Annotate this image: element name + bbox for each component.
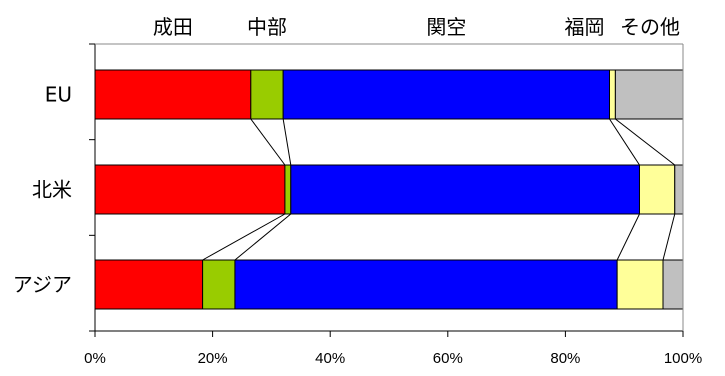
bar-segment-1-4	[609, 69, 616, 120]
category-label: EU	[45, 83, 72, 107]
series-connector-line	[662, 213, 676, 261]
x-tick-label: 80%	[550, 350, 580, 367]
bar-segment-2-5	[674, 164, 684, 215]
legend-label: 福岡	[565, 15, 605, 39]
bar-segment-2-3	[290, 164, 640, 215]
bar-segment-2-2	[284, 164, 292, 215]
bar-segment-3-1	[94, 259, 204, 310]
legend-label: その他	[620, 15, 680, 39]
legend-label: 関空	[426, 15, 466, 39]
x-tick-label: 100%	[664, 350, 702, 367]
series-connector-line	[282, 118, 292, 166]
bar-segment-2-1	[94, 164, 286, 215]
series-connector-line	[234, 213, 292, 261]
series-connector-line	[202, 213, 286, 261]
x-tick-label: 0%	[84, 350, 106, 367]
bar-segment-3-2	[202, 259, 236, 310]
bar-segment-2-4	[638, 164, 676, 215]
bar-segment-1-2	[250, 69, 284, 120]
bar-segment-3-5	[662, 259, 684, 310]
x-tick-label: 60%	[433, 350, 463, 367]
x-tick-label: 40%	[315, 350, 345, 367]
series-connector-line	[609, 118, 640, 166]
bar-segment-1-1	[94, 69, 252, 120]
bar-segment-1-5	[614, 69, 684, 120]
bar-segment-1-3	[282, 69, 610, 120]
legend-label: 中部	[247, 15, 287, 39]
series-connector-line	[616, 213, 640, 261]
series-connector-line	[250, 118, 286, 166]
bar-segment-3-3	[234, 259, 618, 310]
series-connector-line	[615, 118, 676, 166]
x-tick-label: 20%	[198, 350, 228, 367]
category-label: アジア	[13, 273, 72, 297]
legend-label: 成田	[153, 15, 193, 39]
bar-segment-3-4	[616, 259, 664, 310]
category-label: 北米	[32, 178, 72, 202]
